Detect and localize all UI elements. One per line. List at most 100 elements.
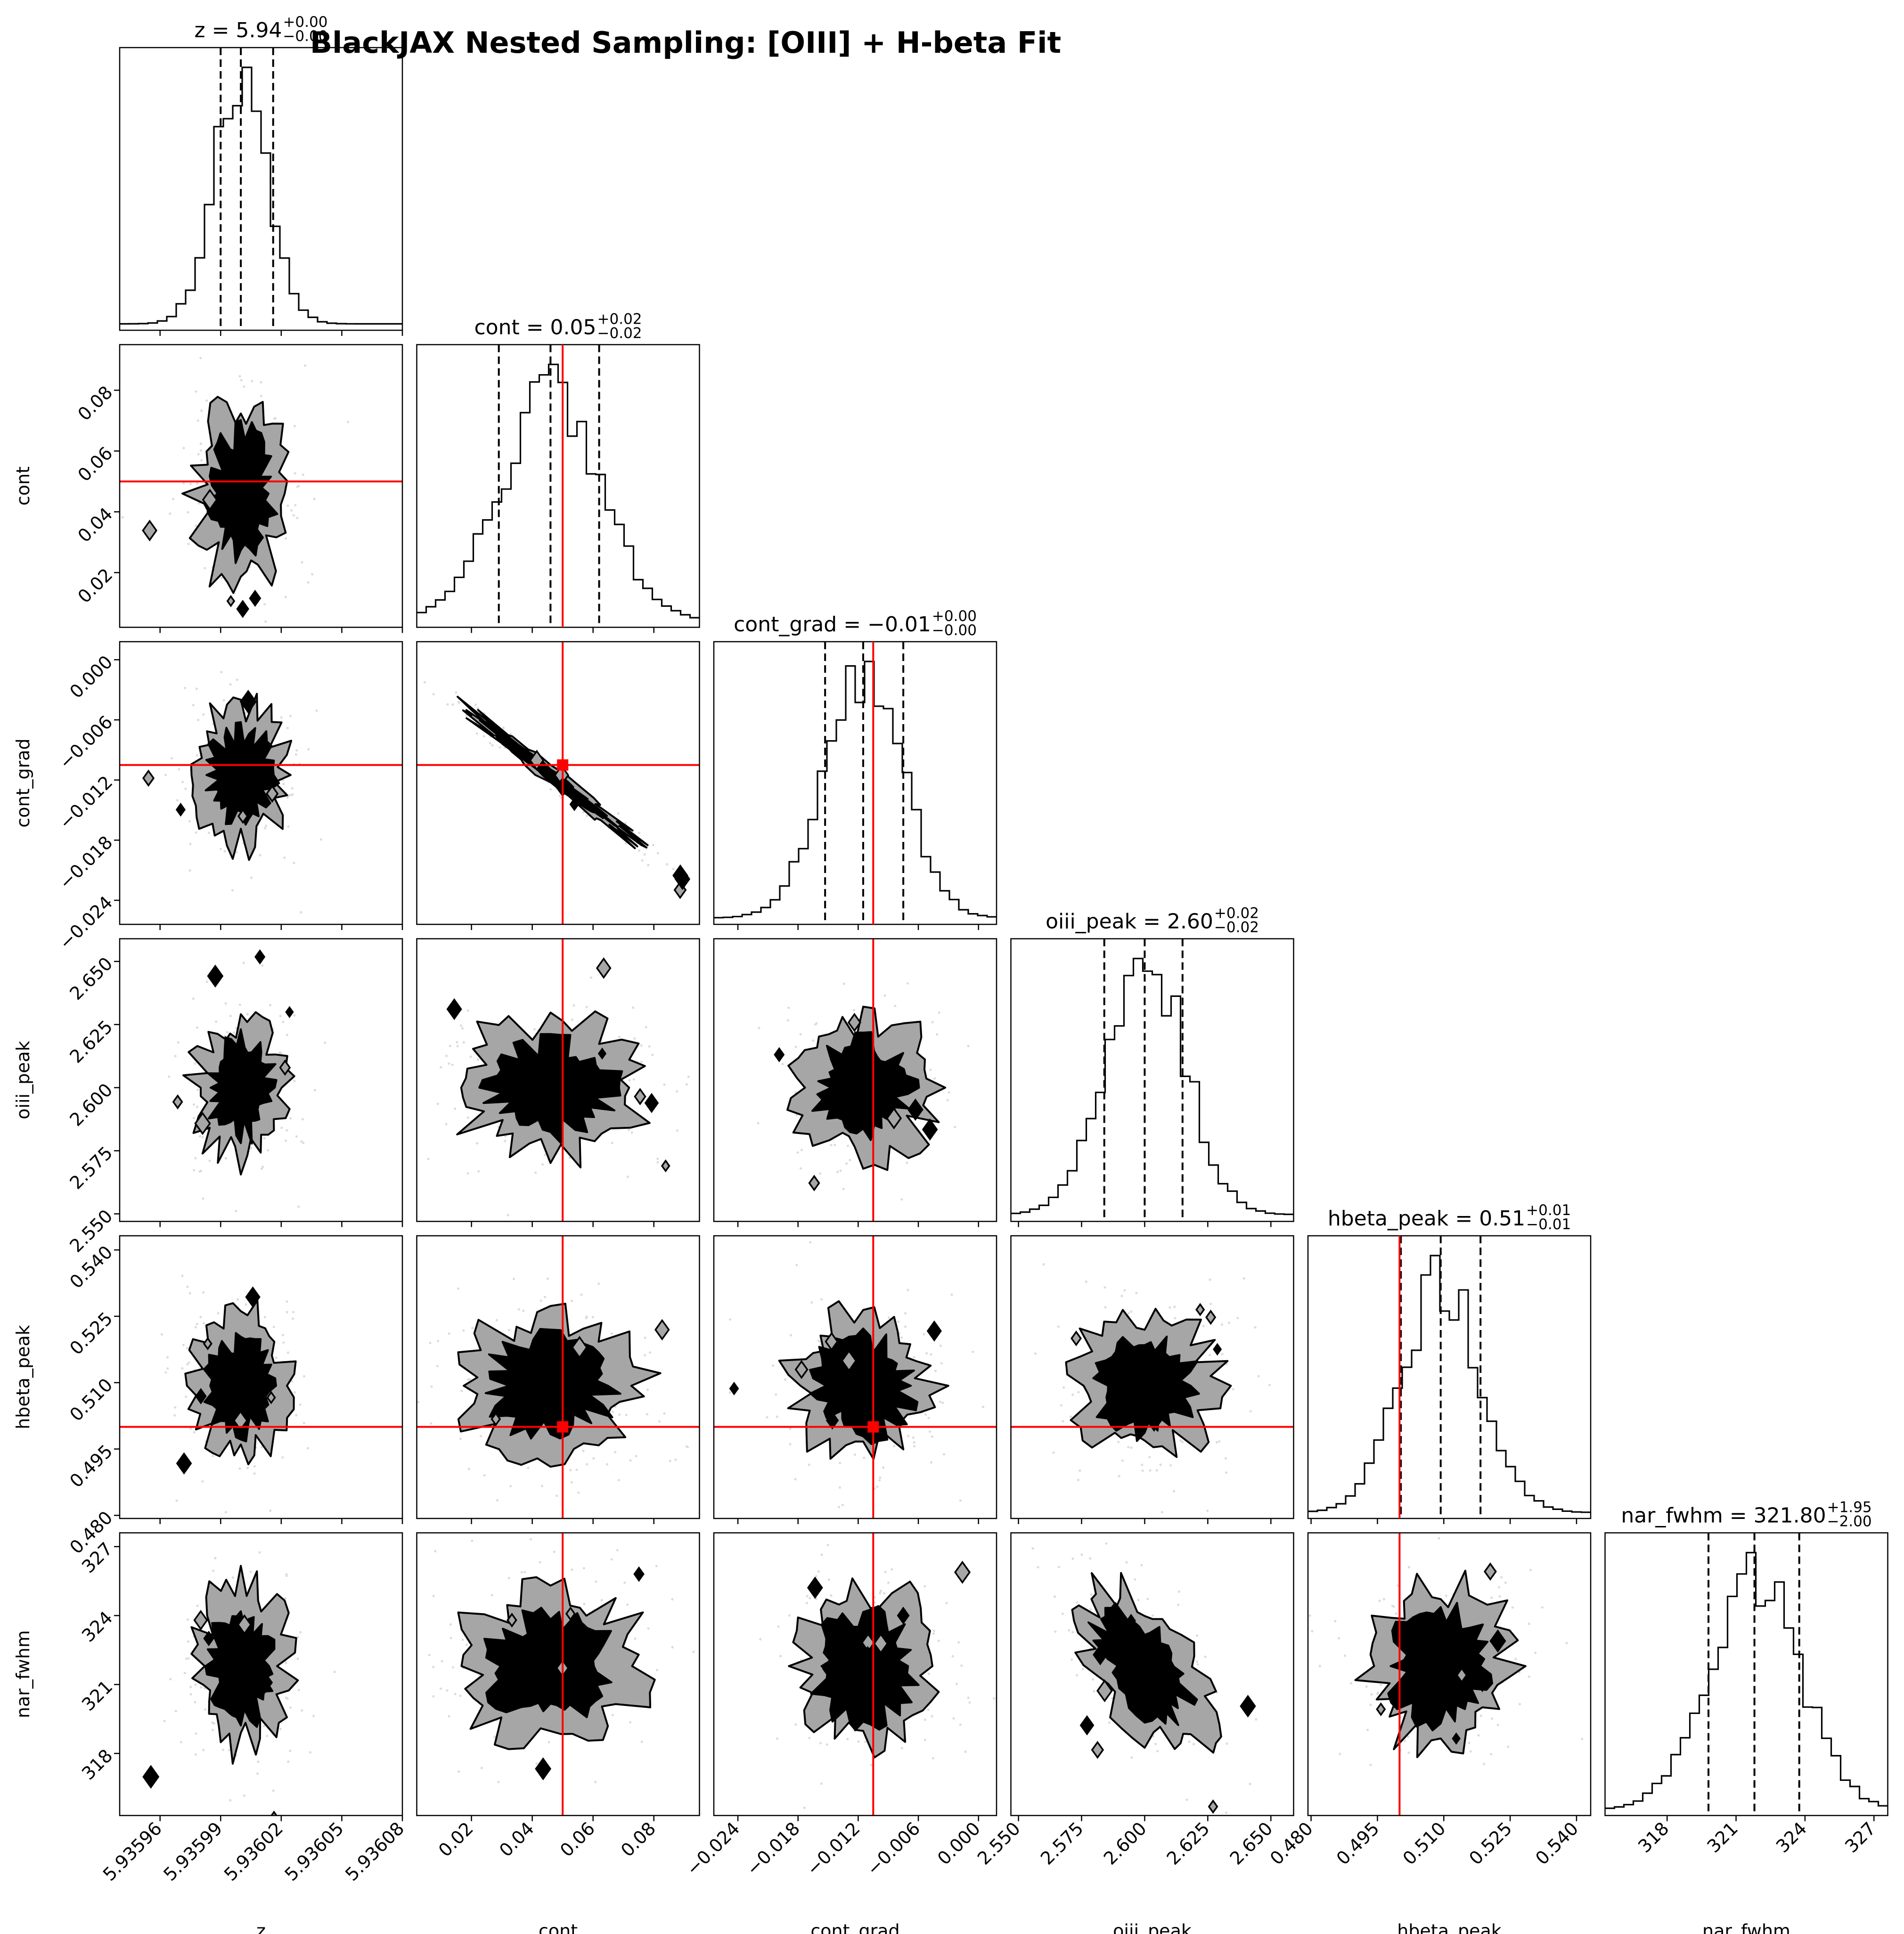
sample-point (195, 687, 198, 690)
x-axis-label-cont: cont (539, 1921, 578, 1934)
sample-point (172, 498, 175, 500)
sample-point (520, 1571, 523, 1574)
contour-island (922, 1118, 938, 1141)
sample-point (904, 1325, 907, 1328)
sample-point (286, 1351, 289, 1354)
sample-point (169, 1678, 172, 1681)
sample-point (196, 1088, 199, 1091)
sample-point (417, 1401, 420, 1404)
sample-point (1057, 1566, 1060, 1568)
sample-point (465, 1643, 468, 1646)
sample-point (888, 1316, 891, 1319)
sample-point (449, 1623, 452, 1626)
contour-island (507, 1612, 517, 1628)
sample-point (644, 1336, 646, 1339)
sample-point (1407, 1566, 1410, 1568)
sample-point (187, 511, 189, 514)
sample-point (502, 726, 505, 729)
sample-point (225, 1157, 228, 1160)
sample-point (307, 581, 310, 584)
sample-point (1534, 1651, 1537, 1654)
contour-island (1142, 1374, 1158, 1396)
sample-point (222, 699, 225, 702)
scatter-panel-z-oiii_peak (119, 938, 403, 1222)
sample-point (1376, 1691, 1379, 1694)
sample-point (611, 1714, 614, 1716)
sample-point (820, 1782, 823, 1785)
panel-frame (1010, 938, 1294, 1222)
sample-point (794, 1723, 797, 1726)
sample-point (313, 1089, 316, 1092)
sample-point (291, 1380, 294, 1383)
sample-point (1479, 1714, 1483, 1717)
sample-point (1130, 1446, 1133, 1449)
contour-inner (1087, 1602, 1198, 1726)
sample-point (1208, 1354, 1211, 1356)
sample-point (841, 1503, 844, 1507)
sample-point (1052, 1451, 1055, 1454)
sample-point (541, 1163, 544, 1166)
contour-island (1452, 1732, 1461, 1745)
histogram-z (120, 66, 402, 325)
contour-inner (478, 1033, 623, 1144)
sample-point (284, 596, 287, 598)
sample-point (787, 1006, 790, 1009)
sample-point (923, 1333, 925, 1336)
contour-island (1119, 1351, 1130, 1367)
sample-point (251, 380, 253, 383)
sample-point (197, 453, 200, 456)
sample-point (595, 1580, 597, 1583)
sample-point (1224, 1457, 1227, 1460)
sample-point (936, 1033, 939, 1036)
sample-point (927, 1708, 930, 1711)
sample-point (269, 1509, 272, 1512)
sample-point (585, 1315, 588, 1318)
sample-point (169, 512, 172, 515)
panel-title-oiii_peak: oiii_peak = 2.60 +0.02−0.02 (1046, 905, 1259, 936)
panel-frame (713, 938, 997, 1222)
sample-point (266, 1734, 269, 1738)
sample-point (934, 1370, 937, 1372)
sample-point (932, 1632, 935, 1635)
panel-frame (713, 641, 997, 925)
sample-point (794, 1045, 797, 1048)
sample-point (245, 1303, 247, 1306)
sample-point (808, 1463, 810, 1466)
sample-point (457, 1287, 459, 1290)
sample-point (220, 848, 222, 850)
panel-content (1011, 1263, 1294, 1514)
sample-point (1146, 1598, 1149, 1600)
sample-point (1255, 1718, 1258, 1721)
sample-point (1500, 1576, 1503, 1579)
sample-point (212, 1722, 216, 1725)
contour-island (954, 1560, 971, 1584)
contour-island (202, 489, 218, 511)
sample-point (279, 1014, 282, 1018)
contour-island (807, 1576, 823, 1599)
sample-point (446, 703, 449, 706)
sample-point (912, 1436, 915, 1439)
sample-point (648, 1351, 652, 1354)
sample-point (196, 1026, 199, 1029)
sample-point (448, 1062, 450, 1065)
panel-content (142, 1551, 336, 1816)
sample-point (806, 1595, 809, 1598)
sample-point (188, 1292, 191, 1295)
sample-point (256, 1772, 259, 1775)
sample-point (476, 1142, 479, 1145)
sample-point (640, 1044, 643, 1047)
sample-point (1397, 1584, 1399, 1587)
sample-point (1089, 1557, 1092, 1560)
sample-point (181, 1274, 184, 1277)
sample-point (1068, 1629, 1070, 1632)
sample-point (571, 1568, 573, 1571)
sample-point (292, 1317, 294, 1320)
panel-title-main: cont = 0.05 (474, 316, 596, 340)
sample-point (301, 561, 303, 564)
sample-point (655, 1565, 658, 1567)
sample-point (1062, 1386, 1065, 1389)
sample-point (540, 1485, 544, 1487)
panel-frame (119, 938, 403, 1222)
y-axis-label-hbeta_peak: hbeta_peak (13, 1325, 33, 1429)
sample-point (235, 851, 238, 854)
